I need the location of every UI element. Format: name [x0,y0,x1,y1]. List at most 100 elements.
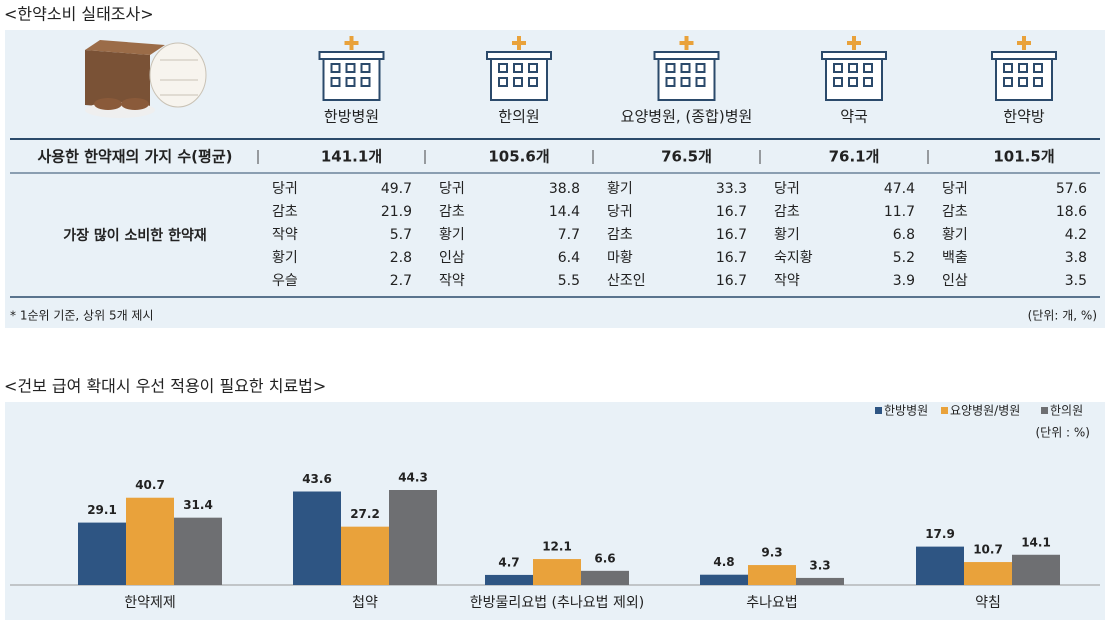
data-label: 12.1 [542,540,572,554]
herb-share: 14.4 [549,204,580,220]
building-icon [345,77,356,87]
building-icon [833,77,843,87]
building-icon [653,51,720,60]
avg-value: 76.5개 [661,148,712,166]
building-icon [695,77,706,87]
herb-share: 11.7 [884,204,915,220]
data-label: 31.4 [183,498,213,512]
herb-share: 3.9 [893,273,915,289]
herb-name: 인삼 [942,273,968,289]
herb-name: 당귀 [774,181,800,197]
herb-share: 2.7 [390,273,412,289]
herb-share: 3.8 [1065,250,1087,266]
herb-name: 황기 [439,227,465,243]
herb-share: 5.2 [893,250,915,266]
building-icon [1033,63,1043,73]
herb-share: 2.8 [390,250,412,266]
herb-name: 산조인 [607,273,646,289]
herb-name: 작약 [272,227,298,243]
herb-name: 감초 [439,204,465,220]
building-icon [498,63,508,73]
data-label: 27.2 [350,507,380,521]
herb-share: 57.6 [1056,181,1087,197]
building-icon [486,51,552,60]
building-icon [1033,77,1043,87]
building-icon [318,51,385,60]
building-icon [1003,63,1013,73]
herb-share: 18.6 [1056,204,1087,220]
building-icon [513,63,523,73]
building-icon [512,36,526,50]
herb-name: 우슬 [272,273,298,289]
column-header: 약국 [840,108,868,126]
herb-illustration [85,40,207,118]
building-icon [360,77,371,87]
herb-share: 16.7 [716,204,747,220]
herb-name: 당귀 [607,204,633,220]
building-icon [833,63,843,73]
bar [796,577,844,585]
bar [581,570,629,585]
data-label: 4.8 [713,555,734,569]
building-icon [528,77,538,87]
building-icon [848,63,858,73]
building-icon [680,77,691,87]
building-icon [528,63,538,73]
herb-share: 38.8 [549,181,580,197]
herb-name: 마황 [607,250,633,266]
legend-label: 한방병원 [884,404,928,418]
unit-note: (단위 : %) [1035,426,1090,440]
herb-share: 3.5 [1065,273,1087,289]
herb-name: 숙지황 [774,250,813,266]
building-icon [665,63,676,73]
herb-share: 49.7 [381,181,412,197]
data-label: 17.9 [925,527,955,541]
herb-name: 작약 [774,273,800,289]
herb-share: 4.2 [1065,227,1087,243]
building-icon [695,63,706,73]
data-label: 10.7 [973,543,1003,557]
building-icon [680,63,691,73]
building-icon [821,51,887,60]
building-icon [848,77,858,87]
herb-name: 작약 [439,273,465,289]
data-label: 43.6 [302,472,332,486]
herb-share: 7.7 [558,227,580,243]
herb-name: 황기 [272,250,298,266]
legend-swatch [875,407,882,414]
bar [964,562,1012,585]
bar [341,526,389,585]
data-label: 14.1 [1021,535,1051,549]
unit-note: (단위: 개, %) [1028,309,1097,323]
avg-value: 101.5개 [993,148,1054,166]
data-label: 9.3 [761,546,782,560]
building-icon [330,63,341,73]
column-header: 한방병원 [324,108,379,126]
herb-share: 16.7 [716,250,747,266]
section-title: <한약소비 실태조사> [4,5,154,24]
legend-label: 요양병원/병원 [950,404,1020,418]
herb-name: 황기 [942,227,968,243]
bar [916,546,964,585]
x-tick-label: 첩약 [352,595,378,611]
bar [293,491,341,585]
herb-name: 황기 [774,227,800,243]
building-icon [847,36,861,50]
avg-value: 76.1개 [829,148,880,166]
building-icon [1017,36,1031,50]
chart-title: <건보 급여 확대시 우선 적용이 필요한 치료법> [4,377,326,396]
data-label: 44.3 [398,471,428,485]
building-icon [991,51,1057,60]
avg-value: 141.1개 [321,148,382,166]
building-icon [863,63,873,73]
column-header: 요양병원, (종합)병원 [621,108,753,126]
row-label: 가장 많이 소비한 한약재 [63,227,206,244]
legend-label: 한의원 [1050,404,1083,418]
building-icon [1018,77,1028,87]
herb-name: 백출 [942,250,968,266]
footnote: * 1순위 기준, 상위 5개 제시 [10,309,154,323]
building-icon [345,63,356,73]
bar [485,574,533,585]
building-icon [513,77,523,87]
bar [533,559,581,585]
